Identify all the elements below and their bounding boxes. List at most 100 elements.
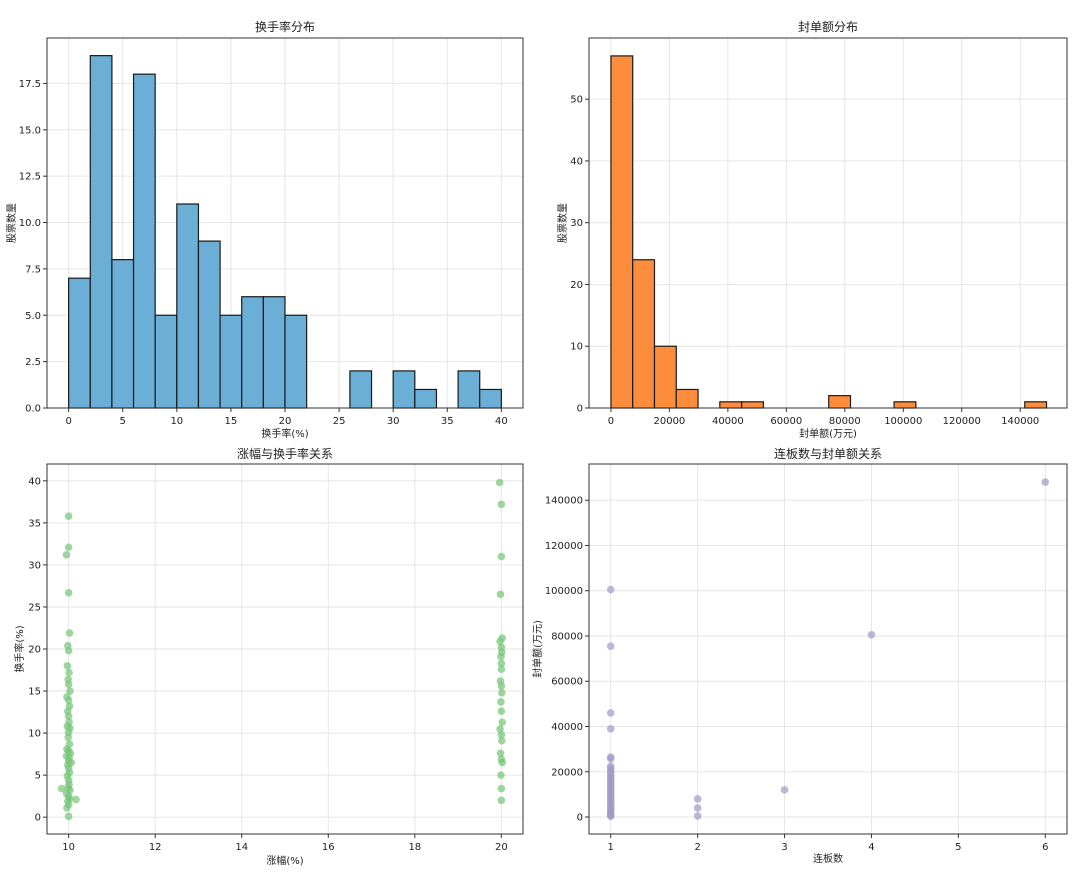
scatter-point (606, 709, 615, 717)
x-tick-label: 5 (955, 842, 961, 853)
scatter-point (693, 804, 702, 812)
y-tick-label: 40 (28, 476, 41, 487)
y-tick: 25 (28, 602, 47, 613)
histogram-bar (1024, 401, 1048, 409)
scatter-point (64, 588, 73, 597)
scatter-point (496, 637, 504, 646)
x-tick: 3 (781, 834, 788, 853)
y-tick: 80000 (551, 631, 589, 642)
scatter-point (606, 754, 615, 763)
y-tick-label: 60000 (551, 677, 583, 688)
scatter-point (497, 665, 506, 673)
y-tick-label: 40 (570, 156, 583, 167)
y-tick: 2.5 (25, 357, 47, 368)
scatter-point (497, 552, 506, 561)
x-tick-label: 6 (1042, 842, 1048, 853)
scatter-point (606, 812, 615, 821)
x-axis-label: 封单额(万元) (799, 427, 857, 440)
histogram-bar (241, 296, 264, 409)
y-tick-label: 5 (35, 771, 41, 782)
scatter-point (64, 680, 73, 689)
y-tick: 0 (35, 813, 47, 824)
x-axis-label: 涨幅(%) (266, 854, 303, 867)
y-tick: 20 (28, 645, 47, 656)
scatter-point (64, 733, 73, 742)
scatter-point (498, 718, 507, 726)
scatter-point (780, 786, 789, 794)
change-turnover-scatter-panel: 10 12 14 16 18 20 0 5 10 15 20 25 30 35 40 涨幅与换手率关系 涨… (13, 446, 524, 867)
histogram-bar (719, 401, 743, 409)
x-tick-label: 10 (62, 842, 75, 853)
histogram-bar (610, 55, 634, 409)
scatter-point (64, 696, 73, 705)
scatter-point (497, 707, 506, 716)
x-tick: 10 (170, 408, 183, 427)
seal-amount-histogram-panel: 0 20000 40000 60000 80000 100000 120000 140000 … (556, 20, 1068, 440)
y-tick: 7.5 (25, 264, 47, 275)
x-tick-label: 120000 (943, 416, 981, 427)
y-axis-label: 换手率(%) (13, 625, 26, 672)
x-axis-ticks: 0 5 10 15 20 25 30 35 40 (65, 408, 508, 427)
x-tick-label: 40 (495, 416, 508, 427)
histogram-bar (284, 314, 308, 409)
y-tick: 40000 (551, 722, 589, 733)
histogram-bar (479, 388, 502, 409)
x-tick-label: 4 (868, 842, 874, 853)
y-tick-label: 80000 (551, 631, 583, 642)
scatter-point (867, 631, 876, 639)
y-tick-label: 0 (577, 404, 583, 415)
scatter-points (606, 478, 1050, 821)
y-tick: 5.0 (25, 311, 47, 322)
scatter-point (1041, 478, 1050, 486)
scatter-point (63, 804, 71, 812)
y-tick: 10 (28, 729, 47, 740)
x-tick: 0 (65, 408, 72, 427)
y-tick-label: 20000 (551, 767, 583, 778)
scatter-point (495, 478, 504, 487)
x-tick-label: 5 (120, 416, 126, 427)
scatter-point (693, 812, 702, 820)
scatter-point (63, 662, 72, 670)
x-tick: 30 (387, 408, 400, 427)
y-tick: 30 (28, 560, 47, 571)
y-tick-label: 50 (570, 95, 583, 106)
x-tick: 100000 (884, 408, 922, 427)
x-tick-label: 12 (149, 842, 162, 853)
histogram-bar (132, 73, 156, 409)
x-tick: 14 (235, 834, 248, 853)
x-tick: 2 (694, 834, 701, 853)
scatter-point (497, 784, 506, 793)
x-axis-ticks: 1 2 3 4 5 6 (608, 834, 1048, 853)
turnover-histogram-panel: 0 5 10 15 20 25 30 35 40 0.0 2.5 5.0 7.5 10.0 12.5 15.… (5, 19, 524, 440)
y-tick: 40 (28, 476, 47, 487)
histogram-bar (457, 370, 481, 409)
x-tick: 16 (322, 834, 335, 853)
y-tick: 60000 (551, 677, 589, 688)
y-tick-label: 25 (28, 602, 41, 613)
chart-title: 换手率分布 (255, 19, 315, 34)
x-tick: 10 (62, 834, 75, 853)
x-tick: 5 (120, 408, 126, 427)
y-tick: 0.0 (25, 404, 47, 415)
y-tick-label: 30 (28, 560, 41, 571)
y-tick: 10.0 (19, 218, 47, 229)
y-axis-ticks: 0.0 2.5 5.0 7.5 10.0 12.5 15.0 17.5 (19, 79, 47, 415)
y-tick-label: 35 (28, 518, 41, 529)
x-tick-label: 0 (608, 416, 614, 427)
x-tick-label: 20 (495, 842, 508, 853)
scatter-point (496, 725, 504, 733)
y-axis-ticks: 0 10 20 30 40 50 (570, 95, 589, 415)
y-tick-label: 30 (570, 218, 583, 229)
x-tick-label: 30 (387, 416, 400, 427)
x-tick: 15 (225, 408, 237, 427)
scatter-point (496, 590, 505, 599)
scatter-point (606, 585, 615, 594)
x-tick-label: 60000 (770, 416, 802, 427)
x-tick: 6 (1042, 834, 1048, 853)
x-tick-label: 18 (408, 842, 421, 853)
x-axis-label: 连板数 (813, 852, 843, 865)
scatter-point (497, 736, 506, 745)
scatter-point (693, 795, 702, 803)
histogram-bar (262, 296, 286, 409)
x-tick-label: 1 (608, 842, 614, 853)
